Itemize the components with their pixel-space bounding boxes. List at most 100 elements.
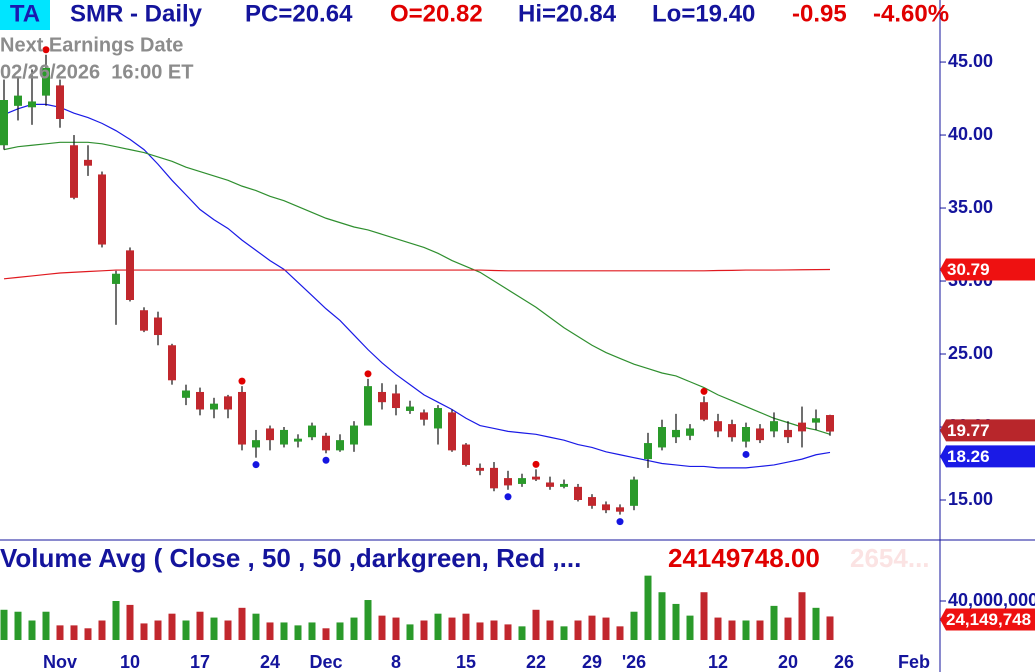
high-dot — [364, 370, 372, 378]
volume-title: Volume Avg ( Close , 50 , 50 ,darkgreen,… — [0, 543, 581, 573]
volume-bar — [434, 613, 442, 640]
header-field: Lo=19.40 — [652, 0, 755, 27]
x-tick-label: 24 — [260, 652, 280, 672]
header-field: Hi=20.84 — [518, 0, 617, 27]
volume-bar — [182, 620, 190, 640]
volume-bar — [322, 628, 330, 640]
y-tick-label: 15.00 — [948, 489, 993, 509]
candle-body — [28, 101, 36, 108]
volume-bar — [0, 609, 8, 640]
candle-body — [756, 428, 764, 441]
volume-bar — [448, 617, 456, 640]
volume-bar — [546, 620, 554, 640]
candle-body — [350, 425, 358, 445]
low-dot — [742, 450, 750, 458]
candle-body — [798, 422, 806, 432]
volume-bar — [126, 604, 134, 640]
high-dot — [42, 46, 50, 54]
symbol-badge — [0, 0, 50, 30]
candle-body — [546, 482, 554, 487]
candle-body — [280, 429, 288, 445]
moving-average — [3, 103, 831, 469]
volume-bar — [14, 611, 22, 640]
volume-bar — [406, 624, 414, 640]
candle-body — [56, 85, 64, 119]
candle-body — [504, 478, 512, 486]
y-tick-label: 45.00 — [948, 51, 993, 71]
volume-bar — [42, 611, 50, 640]
volume-bar — [728, 620, 736, 640]
header-field: -4.60% — [873, 0, 949, 27]
volume-bar — [714, 617, 722, 640]
volume-bar — [210, 617, 218, 640]
candle-body — [168, 345, 176, 381]
volume-bar — [238, 607, 246, 640]
candle-body — [378, 391, 386, 403]
y-tick-label: 25.00 — [948, 343, 993, 363]
candle-body — [588, 497, 596, 506]
candle-body — [448, 412, 456, 451]
header-field: -0.95 — [792, 0, 847, 27]
volume-bar — [700, 592, 708, 640]
candle-body — [462, 444, 470, 465]
low-dot — [504, 493, 512, 501]
candle-body — [742, 427, 750, 442]
candle-body — [126, 250, 134, 300]
volume-bar — [644, 575, 652, 640]
volume-bar — [364, 600, 372, 640]
candle-body — [784, 429, 792, 438]
x-tick-label: Dec — [309, 652, 342, 672]
volume-bar — [140, 623, 148, 640]
volume-bar — [294, 625, 302, 640]
moving-average — [3, 268, 831, 280]
candle-body — [420, 412, 428, 420]
volume-bar — [154, 620, 162, 640]
volume-bar — [798, 592, 806, 640]
candle-body — [406, 406, 414, 411]
x-tick-label: 26 — [834, 652, 854, 672]
volume-bar — [28, 620, 36, 640]
candle-body — [266, 428, 274, 441]
earnings-label: Next Earnings Date — [0, 34, 183, 56]
candle-body — [84, 159, 92, 166]
volume-bar — [812, 607, 820, 640]
candle-body — [252, 440, 260, 448]
volume-bar — [378, 615, 386, 640]
high-dot — [238, 377, 246, 385]
candle-body — [532, 476, 540, 480]
candle-body — [560, 483, 568, 487]
volume-bar — [532, 609, 540, 640]
x-tick-label: 12 — [708, 652, 728, 672]
volume-bar — [826, 616, 834, 640]
volume-bar — [742, 620, 750, 640]
candle-body — [42, 67, 50, 96]
candle-body — [224, 396, 232, 410]
volume-bar — [70, 625, 78, 640]
candle-body — [0, 100, 8, 146]
volume-bar — [560, 626, 568, 640]
candle-body — [728, 424, 736, 438]
candle-body — [672, 429, 680, 438]
candle-body — [490, 467, 498, 489]
low-dot — [322, 456, 330, 464]
candle-body — [364, 386, 372, 426]
candle-body — [770, 421, 778, 432]
volume-bar — [252, 613, 260, 640]
candle-body — [476, 467, 484, 471]
volume-bar — [350, 617, 358, 640]
volume-bar — [490, 620, 498, 640]
candle-body — [644, 443, 652, 460]
volume-bar — [602, 617, 610, 640]
volume-bar — [112, 601, 120, 640]
candle-body — [434, 408, 442, 429]
volume-bar — [784, 617, 792, 640]
x-tick-label: 22 — [526, 652, 546, 672]
plot-layer — [0, 46, 834, 640]
volume-bar — [616, 626, 624, 640]
volume-bar — [504, 624, 512, 640]
moving-average — [3, 141, 831, 435]
candle-body — [658, 427, 666, 448]
price-badge — [940, 445, 1035, 468]
candle-body — [112, 273, 120, 284]
